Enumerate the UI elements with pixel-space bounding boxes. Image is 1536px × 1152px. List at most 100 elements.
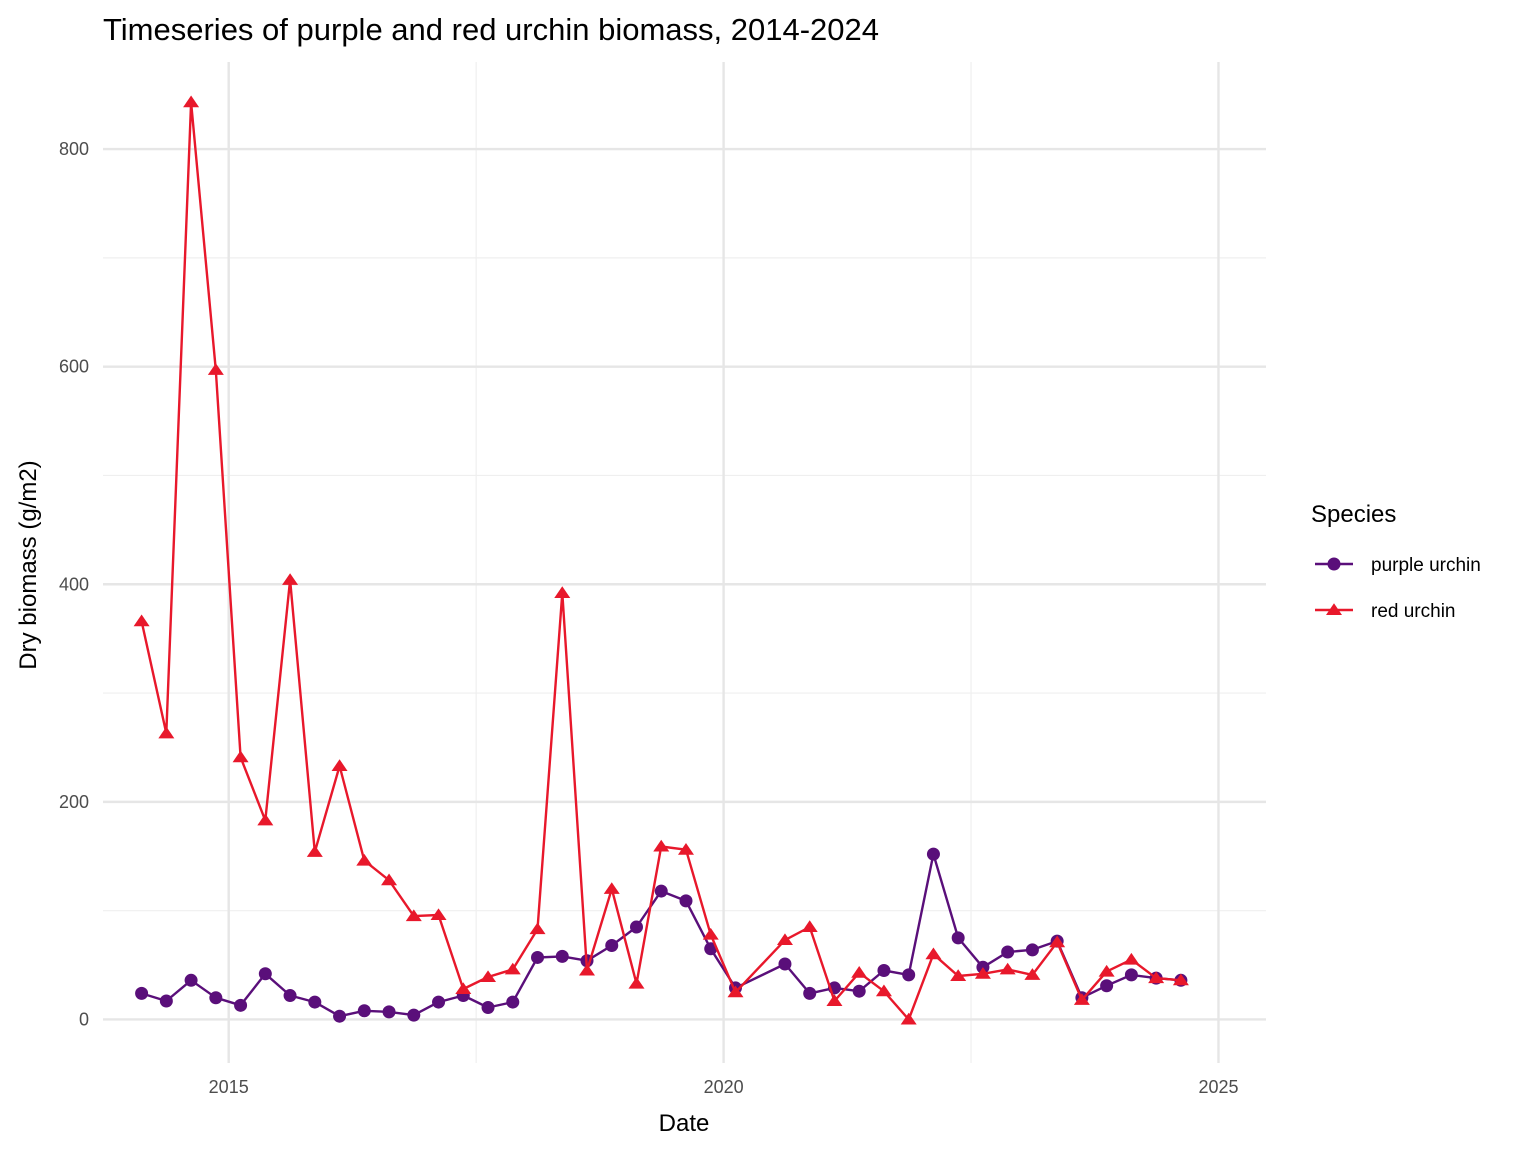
purple-urchin-point	[605, 938, 619, 952]
purple-urchin-point	[778, 957, 792, 971]
red-urchin-point	[356, 853, 373, 866]
purple-urchin-point	[877, 964, 891, 978]
red-urchin-point	[381, 873, 398, 886]
red-urchin-point	[603, 882, 620, 894]
red-urchin-point	[579, 963, 596, 976]
red-urchin-point	[257, 813, 274, 826]
red-urchin-point	[900, 1012, 917, 1025]
red-urchin-point	[504, 962, 521, 975]
red-urchin-point	[974, 967, 991, 979]
series-purple-urchin	[135, 847, 1188, 1023]
red-urchin-point	[282, 573, 299, 585]
red-urchin-point	[677, 843, 694, 855]
purple-urchin-point	[357, 1004, 371, 1018]
red-urchin-point	[455, 982, 472, 995]
red-urchin-point	[405, 909, 422, 922]
grid-layer	[103, 62, 1266, 1063]
red-urchin-line	[140, 101, 1182, 1021]
purple-urchin-point	[531, 950, 545, 964]
red-urchin-point	[851, 965, 868, 978]
series-red-urchin	[133, 95, 1189, 1025]
red-urchin-point	[232, 750, 249, 763]
purple-urchin-point	[803, 986, 817, 1000]
red-urchin-point	[1049, 935, 1066, 948]
red-urchin-point	[776, 933, 793, 946]
purple-urchin-point	[629, 920, 643, 934]
red-urchin-point	[1123, 952, 1140, 965]
legend-title: Species	[1311, 501, 1396, 528]
purple-urchin-point	[159, 994, 173, 1008]
purple-urchin-point	[654, 884, 668, 898]
purple-urchin-point	[1124, 968, 1138, 982]
purple-urchin-line	[141, 852, 1182, 1018]
purple-urchin-point	[258, 967, 272, 981]
red-urchin-point	[727, 985, 744, 998]
y-tick-label: 0	[79, 1009, 89, 1029]
purple-urchin-point	[234, 998, 248, 1012]
red-urchin-point	[875, 984, 892, 997]
purple-urchin-point	[926, 847, 940, 861]
red-urchin-point	[702, 927, 719, 940]
legend-key-marker	[1326, 603, 1342, 615]
y-tick-label: 600	[59, 357, 89, 377]
legend: Species purple urchin red urchin	[1311, 501, 1481, 622]
purple-urchin-point	[704, 942, 718, 956]
red-urchin-point	[1148, 971, 1165, 984]
red-urchin-point	[1024, 968, 1041, 980]
red-urchin-point	[628, 976, 645, 989]
purple-urchin-point	[407, 1008, 421, 1022]
red-urchin-point	[1172, 973, 1189, 986]
purple-urchin-point	[852, 984, 866, 998]
purple-urchin-point	[951, 931, 965, 945]
red-urchin-point	[183, 95, 200, 108]
red-urchin-point	[430, 908, 447, 921]
purple-urchin-point	[506, 995, 520, 1009]
red-urchin-point	[925, 947, 942, 960]
x-tick-label: 2020	[704, 1077, 744, 1097]
red-urchin-point	[801, 920, 818, 932]
purple-urchin-point	[333, 1009, 347, 1023]
purple-urchin-point	[308, 995, 322, 1009]
x-axis-title: Date	[659, 1110, 710, 1137]
purple-urchin-point	[1001, 945, 1015, 959]
purple-urchin-point	[283, 989, 297, 1003]
red-urchin-point	[480, 970, 497, 983]
purple-urchin-point	[135, 986, 149, 1000]
chart-title: Timeseries of purple and red urchin biom…	[103, 12, 879, 47]
legend-key-marker	[1327, 557, 1341, 571]
purple-urchin-point	[1025, 943, 1039, 957]
red-urchin-point	[133, 614, 150, 627]
purple-urchin-point	[679, 894, 693, 908]
legend-item-purple-urchin: purple urchin	[1315, 555, 1481, 576]
y-axis-title: Dry biomass (g/m2)	[15, 460, 42, 669]
y-tick-label: 400	[59, 574, 89, 594]
red-urchin-point	[306, 845, 323, 857]
purple-urchin-point	[382, 1005, 396, 1019]
red-urchin-point	[950, 969, 967, 981]
purple-urchin-point	[481, 1001, 495, 1015]
y-tick-label: 200	[59, 792, 89, 812]
purple-urchin-point	[432, 995, 446, 1009]
red-urchin-point	[1098, 964, 1115, 977]
axis-layer: 0 200 400 600 800 2015 2020 2025	[59, 139, 1239, 1097]
x-tick-label: 2025	[1198, 1077, 1238, 1097]
red-urchin-point	[529, 922, 546, 935]
legend-items: purple urchin red urchin	[1315, 555, 1481, 622]
purple-urchin-point	[209, 991, 223, 1005]
red-urchin-point	[826, 994, 843, 1006]
red-urchin-point	[999, 962, 1016, 975]
legend-label: red urchin	[1371, 601, 1456, 622]
purple-urchin-point	[555, 949, 569, 963]
legend-item-red-urchin: red urchin	[1315, 601, 1456, 622]
red-urchin-point	[207, 363, 224, 375]
red-urchin-point	[554, 586, 571, 598]
y-tick-label: 800	[59, 139, 89, 159]
red-urchin-point	[1073, 993, 1090, 1005]
purple-urchin-point	[1100, 979, 1114, 993]
red-urchin-point	[653, 839, 670, 852]
purple-urchin-point	[184, 973, 198, 987]
purple-urchin-point	[902, 968, 916, 982]
series-layer	[133, 95, 1189, 1025]
